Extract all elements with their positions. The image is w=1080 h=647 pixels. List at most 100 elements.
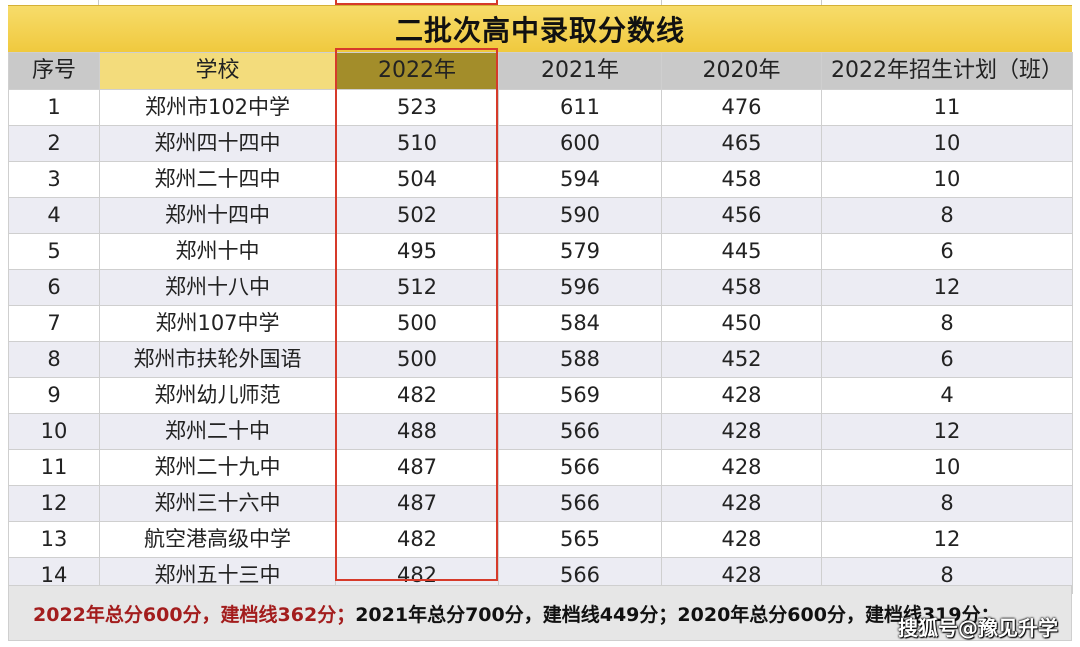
- cell-plan: 8: [821, 485, 1073, 522]
- cell-index: 12: [8, 485, 100, 522]
- cell-index: 1: [8, 89, 100, 126]
- col-header-index: 序号: [8, 52, 100, 90]
- col-header-school: 学校: [99, 52, 336, 90]
- score-table: 序号 学校 2022年 2021年 2020年 2022年招生计划（班） 1 郑州…: [8, 52, 1073, 594]
- cell-2021: 584: [498, 305, 662, 342]
- table-title: 二批次高中录取分数线: [394, 14, 685, 47]
- highlight-frame-top: [335, 0, 498, 5]
- table-row: 13 航空港高级中学 482 565 428 12: [8, 521, 1073, 558]
- cell-2022: 495: [335, 233, 499, 270]
- cell-2020: 452: [661, 341, 822, 378]
- cell-2020: 428: [661, 521, 822, 558]
- cell-2022: 487: [335, 449, 499, 486]
- cell-plan: 11: [821, 89, 1073, 126]
- cell-2020: 456: [661, 197, 822, 234]
- cell-plan: 6: [821, 233, 1073, 270]
- table-row: 11 郑州二十九中 487 566 428 10: [8, 449, 1073, 486]
- cell-index: 8: [8, 341, 100, 378]
- cell-2022: 488: [335, 413, 499, 450]
- col-header-2022: 2022年: [335, 52, 499, 90]
- cell-2020: 428: [661, 413, 822, 450]
- cell-plan: 4: [821, 377, 1073, 414]
- cell-2021: 594: [498, 161, 662, 198]
- cell-school: 郑州三十六中: [99, 485, 336, 522]
- cell-2020: 445: [661, 233, 822, 270]
- cell-school: 郑州二十四中: [99, 161, 336, 198]
- cell-2021: 600: [498, 125, 662, 162]
- cell-index: 10: [8, 413, 100, 450]
- cell-2021: 579: [498, 233, 662, 270]
- cell-2021: 588: [498, 341, 662, 378]
- cell-2021: 566: [498, 449, 662, 486]
- cell-2021: 566: [498, 485, 662, 522]
- cell-school: 郑州十四中: [99, 197, 336, 234]
- cell-index: 2: [8, 125, 100, 162]
- cell-plan: 8: [821, 305, 1073, 342]
- table-row: 12 郑州三十六中 487 566 428 8: [8, 485, 1073, 522]
- cell-2021: 565: [498, 521, 662, 558]
- cell-2022: 523: [335, 89, 499, 126]
- cell-school: 郑州四十四中: [99, 125, 336, 162]
- footer-other-note: 2021年总分700分，建档线449分；2020年总分600分，建档线319分；: [355, 603, 1000, 626]
- cell-plan: 12: [821, 269, 1073, 306]
- table-row: 1 郑州市102中学 523 611 476 11: [8, 89, 1073, 126]
- cell-plan: 10: [821, 449, 1073, 486]
- table-row: 9 郑州幼儿师范 482 569 428 4: [8, 377, 1073, 414]
- table-row: 2 郑州四十四中 510 600 465 10: [8, 125, 1073, 162]
- cell-2022: 500: [335, 305, 499, 342]
- cell-2020: 458: [661, 161, 822, 198]
- table-body: 1 郑州市102中学 523 611 476 11 2 郑州四十四中 510 600 465 10 3 郑…: [8, 89, 1073, 594]
- cell-2022: 502: [335, 197, 499, 234]
- cell-2022: 504: [335, 161, 499, 198]
- cell-school: 航空港高级中学: [99, 521, 336, 558]
- cell-2020: 450: [661, 305, 822, 342]
- table-row: 10 郑州二十中 488 566 428 12: [8, 413, 1073, 450]
- cell-index: 13: [8, 521, 100, 558]
- cell-index: 4: [8, 197, 100, 234]
- table-row: 5 郑州十中 495 579 445 6: [8, 233, 1073, 270]
- cell-2020: 428: [661, 485, 822, 522]
- footer-note: 2022年总分600分，建档线362分； 2021年总分700分，建档线449分…: [8, 585, 1072, 641]
- cell-2021: 590: [498, 197, 662, 234]
- cell-school: 郑州市扶轮外国语: [99, 341, 336, 378]
- col-header-2020: 2020年: [661, 52, 822, 90]
- col-header-plan: 2022年招生计划（班）: [821, 52, 1073, 90]
- cell-2022: 500: [335, 341, 499, 378]
- col-header-2021: 2021年: [498, 52, 662, 90]
- cell-2020: 476: [661, 89, 822, 126]
- table-row: 8 郑州市扶轮外国语 500 588 452 6: [8, 341, 1073, 378]
- cell-plan: 8: [821, 197, 1073, 234]
- cell-2020: 458: [661, 269, 822, 306]
- cell-2021: 566: [498, 413, 662, 450]
- cell-2021: 611: [498, 89, 662, 126]
- cell-school: 郑州幼儿师范: [99, 377, 336, 414]
- cell-2022: 510: [335, 125, 499, 162]
- cell-school: 郑州二十九中: [99, 449, 336, 486]
- cell-2022: 512: [335, 269, 499, 306]
- cell-index: 6: [8, 269, 100, 306]
- cell-plan: 10: [821, 161, 1073, 198]
- cell-school: 郑州十中: [99, 233, 336, 270]
- cell-school: 郑州107中学: [99, 305, 336, 342]
- cell-index: 7: [8, 305, 100, 342]
- cell-index: 5: [8, 233, 100, 270]
- cell-index: 9: [8, 377, 100, 414]
- table-row: 6 郑州十八中 512 596 458 12: [8, 269, 1073, 306]
- cell-plan: 6: [821, 341, 1073, 378]
- cell-school: 郑州二十中: [99, 413, 336, 450]
- table-title-bar: 二批次高中录取分数线: [8, 5, 1072, 53]
- cell-2021: 596: [498, 269, 662, 306]
- table-row: 4 郑州十四中 502 590 456 8: [8, 197, 1073, 234]
- cell-school: 郑州市102中学: [99, 89, 336, 126]
- cell-2021: 569: [498, 377, 662, 414]
- header-row: 序号 学校 2022年 2021年 2020年 2022年招生计划（班）: [8, 52, 1073, 90]
- cell-plan: 12: [821, 521, 1073, 558]
- cell-2020: 428: [661, 449, 822, 486]
- table-row: 7 郑州107中学 500 584 450 8: [8, 305, 1073, 342]
- footer-2022-note: 2022年总分600分，建档线362分；: [33, 603, 356, 626]
- table-row: 3 郑州二十四中 504 594 458 10: [8, 161, 1073, 198]
- cell-index: 3: [8, 161, 100, 198]
- cell-school: 郑州十八中: [99, 269, 336, 306]
- cell-2022: 487: [335, 485, 499, 522]
- cell-2022: 482: [335, 377, 499, 414]
